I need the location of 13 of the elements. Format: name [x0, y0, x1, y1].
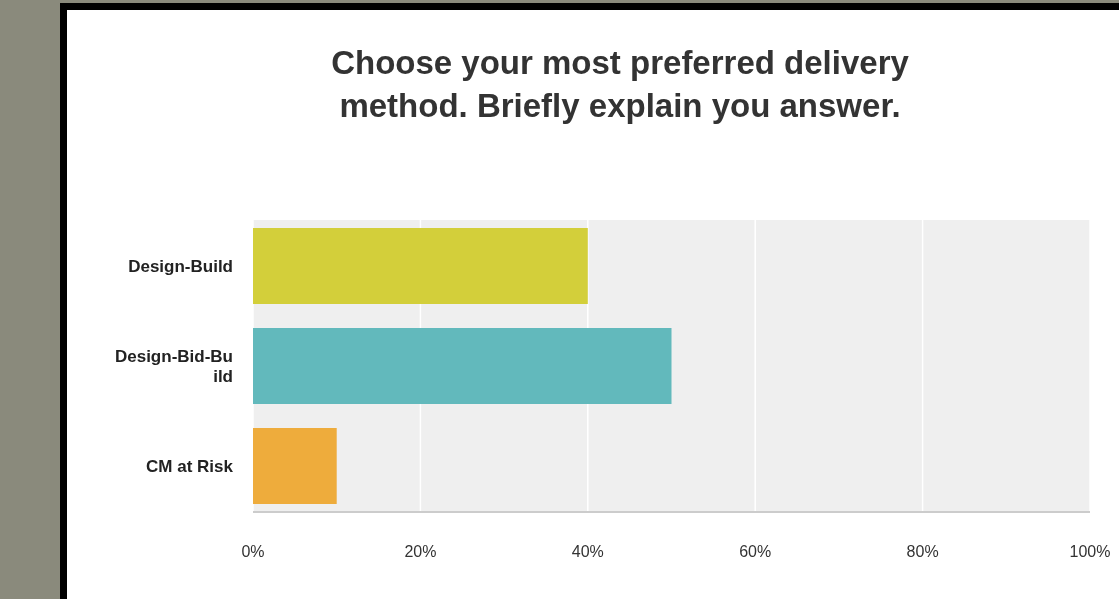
x-tick-label: 80% [906, 543, 939, 560]
x-tick-label: 40% [571, 543, 604, 560]
x-tick-label: 60% [739, 543, 772, 560]
x-tick-label: 100% [1069, 543, 1111, 560]
bar [253, 328, 672, 404]
y-tick-label: CM at Risk [146, 457, 234, 476]
x-tick-label: 0% [241, 543, 265, 560]
bar [253, 228, 588, 304]
y-tick-label: Design-Build [128, 257, 233, 276]
bar [253, 428, 337, 504]
y-tick-label: Design-Bid-Build [114, 347, 233, 386]
chart-title: Choose your most preferred delivery method. Briefly explain you answer. [331, 44, 910, 124]
x-tick-label: 20% [404, 543, 437, 560]
